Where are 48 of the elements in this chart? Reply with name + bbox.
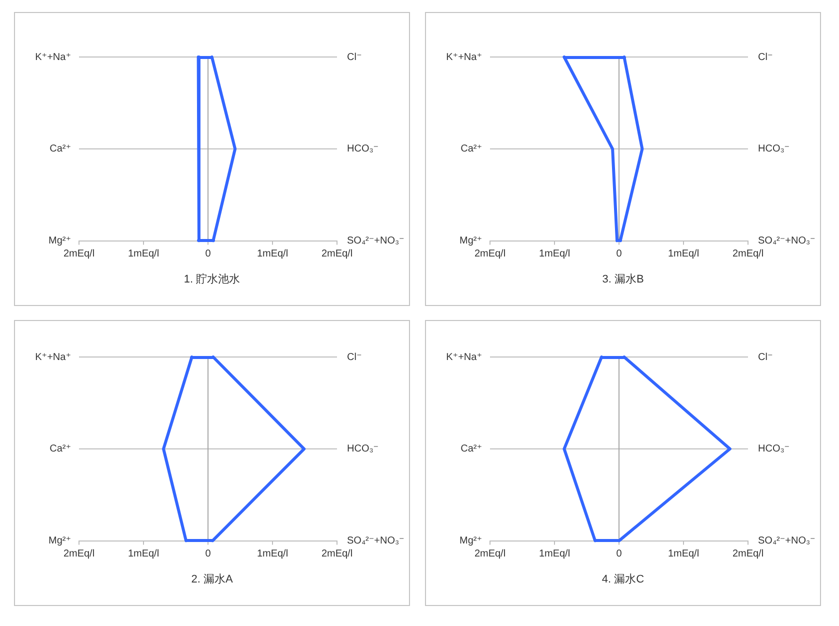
y-tick-label: Mg²⁺ — [48, 536, 71, 547]
y-tick-label: K⁺+Na⁺ — [35, 352, 71, 363]
y-tick-label: Ca²⁺ — [50, 144, 71, 155]
y2-tick-label: SO₄²⁻+NO₃⁻ — [758, 236, 816, 247]
x-tick-label: 2mEq/l — [732, 248, 764, 260]
x-tick-label: 1mEq/l — [256, 248, 288, 260]
y2-tick-label: Cl⁻ — [758, 352, 773, 363]
x-tick-label: 0 — [205, 248, 212, 260]
y-tick-label: Mg²⁺ — [460, 236, 482, 247]
text: 4. 漏水C — [602, 572, 644, 586]
x-tick-label: 1mEq/l — [128, 548, 160, 560]
x-tick-label: 2mEq/l — [321, 248, 353, 260]
x-tick-label: 1mEq/l — [668, 248, 700, 260]
y2-tick-label: HCO₃⁻ — [347, 444, 379, 455]
y-tick-label: Mg²⁺ — [460, 536, 482, 547]
y-tick-label: K⁺+Na⁺ — [446, 52, 482, 63]
y2-tick-label: Cl⁻ — [347, 352, 362, 363]
text: 3. 漏水B — [602, 272, 644, 286]
x-tick-label: 2mEq/l — [732, 548, 764, 560]
x-tick-label: 1mEq/l — [668, 548, 700, 560]
x-tick-label: 1mEq/l — [128, 248, 160, 260]
x-tick-label: 1mEq/l — [538, 248, 570, 260]
text: 2. 漏水A — [191, 572, 234, 586]
x-tick-label: 2mEq/l — [474, 548, 506, 560]
y-tick-label: Ca²⁺ — [50, 444, 71, 455]
y2-tick-label: SO₄²⁻+NO₃⁻ — [347, 236, 404, 247]
x-tick-label: 0 — [616, 248, 622, 260]
y-tick-label: Ca²⁺ — [460, 144, 482, 155]
y2-tick-label: Cl⁻ — [347, 52, 362, 63]
x-tick-label: 2mEq/l — [474, 248, 506, 260]
x-tick-label: 1mEq/l — [256, 548, 288, 560]
y-tick-label: Mg²⁺ — [48, 236, 71, 247]
x-tick-label: 0 — [616, 548, 622, 560]
y2-tick-label: HCO₃⁻ — [347, 144, 379, 155]
x-tick-label: 0 — [205, 548, 212, 560]
x-tick-label: 2mEq/l — [321, 548, 353, 560]
y-tick-label: K⁺+Na⁺ — [35, 52, 71, 63]
y2-tick-label: Cl⁻ — [758, 52, 773, 63]
text: 1. 貯水池水 — [184, 272, 240, 286]
y2-tick-label: HCO₃⁻ — [758, 144, 790, 155]
y-tick-label: K⁺+Na⁺ — [446, 352, 482, 363]
y2-tick-label: HCO₃⁻ — [758, 444, 790, 455]
y2-tick-label: SO₄²⁻+NO₃⁻ — [758, 536, 816, 547]
x-tick-label: 1mEq/l — [538, 548, 570, 560]
x-tick-label: 2mEq/l — [63, 548, 95, 560]
y2-tick-label: SO₄²⁻+NO₃⁻ — [347, 536, 404, 547]
x-tick-label: 2mEq/l — [63, 248, 95, 260]
y-tick-label: Ca²⁺ — [460, 444, 482, 455]
